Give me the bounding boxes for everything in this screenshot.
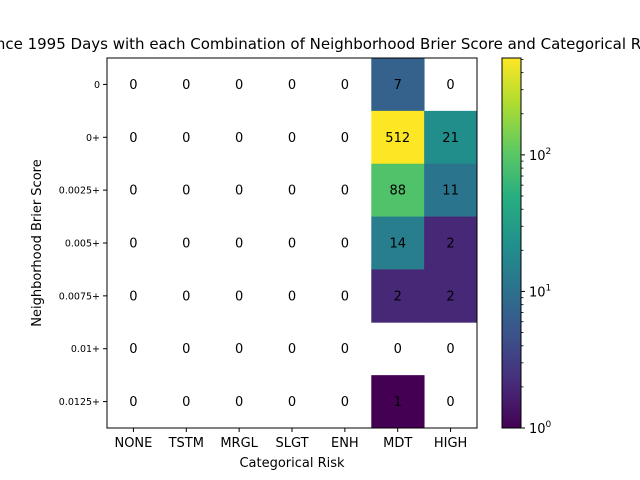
cell-value-label: 0 bbox=[341, 78, 349, 93]
cell-value-label: 0 bbox=[394, 342, 402, 357]
heatmap-cell bbox=[424, 269, 478, 323]
cell-value-label: 0 bbox=[235, 78, 243, 93]
cell-value-label: 2 bbox=[446, 289, 454, 304]
colorbar-ticks: 100 101 102 bbox=[521, 59, 552, 437]
cell-value-label: 0 bbox=[182, 78, 190, 93]
y-tick-label: 0 bbox=[94, 80, 100, 91]
y-tick-label: 0.005+ bbox=[65, 239, 100, 250]
cell-value-label: 0 bbox=[288, 78, 296, 93]
heatmap-cell bbox=[371, 58, 425, 112]
heatmap-cell bbox=[424, 110, 478, 165]
cell-value-label: 2 bbox=[446, 237, 454, 252]
cell-value-label: 0 bbox=[182, 289, 190, 304]
y-axis: 0 0+ 0.0025+ 0.005+ 0.0075+ 0.01+ 0.0125+ bbox=[59, 80, 107, 408]
cell-value-label: 0 bbox=[288, 184, 296, 199]
cell-value-label: 0 bbox=[288, 131, 296, 146]
cell-value-label: 0 bbox=[182, 237, 190, 252]
cell-value-label: 0 bbox=[129, 395, 137, 410]
cell-value-label: 0 bbox=[341, 184, 349, 199]
cell-value-label: 0 bbox=[235, 184, 243, 199]
cell-value-label: 0 bbox=[129, 184, 137, 199]
cell-value-label: 21 bbox=[442, 131, 459, 146]
heatmap-cell bbox=[371, 216, 425, 270]
cell-value-label: 7 bbox=[394, 78, 402, 93]
cell-value-label: 0 bbox=[182, 131, 190, 146]
cell-value-label: 0 bbox=[288, 289, 296, 304]
cell-value-label: 0 bbox=[182, 342, 190, 357]
cell-value-label: 0 bbox=[129, 237, 137, 252]
x-tick-label: ENH bbox=[331, 436, 359, 451]
heatmap-cell bbox=[371, 163, 425, 217]
colorbar-gradient bbox=[502, 58, 521, 428]
y-tick-label: 0.0025+ bbox=[59, 186, 100, 197]
cell-value-label: 0 bbox=[129, 78, 137, 93]
colorbar-tick-label: 100 bbox=[529, 420, 552, 437]
x-tick-label: NONE bbox=[114, 436, 152, 451]
cell-value-label: 0 bbox=[235, 131, 243, 146]
x-tick-label: TSTM bbox=[168, 436, 204, 451]
heatmap-cell bbox=[371, 269, 425, 323]
colorbar-tick-label: 102 bbox=[529, 147, 551, 164]
heatmap-cells bbox=[371, 58, 478, 429]
cell-value-label: 11 bbox=[442, 184, 459, 199]
colorbar-tick-label: 101 bbox=[529, 283, 551, 300]
cell-value-label: 0 bbox=[341, 237, 349, 252]
y-tick-label: 0.01+ bbox=[71, 344, 100, 355]
x-tick-label: SLGT bbox=[275, 436, 308, 451]
y-tick-label: 0.0075+ bbox=[59, 291, 100, 302]
cell-value-label: 0 bbox=[288, 237, 296, 252]
cell-value-label: 2 bbox=[394, 289, 402, 304]
x-axis: NONE TSTM MRGL SLGT ENH MDT HIGH bbox=[114, 428, 467, 451]
heatmap-cell bbox=[424, 216, 478, 270]
cell-value-label: 14 bbox=[389, 237, 406, 252]
heatmap-cell bbox=[371, 375, 425, 429]
cell-value-label: 0 bbox=[341, 289, 349, 304]
cell-value-label: 0 bbox=[235, 395, 243, 410]
cell-value-label: 0 bbox=[341, 131, 349, 146]
heatmap-cell bbox=[424, 163, 478, 217]
cell-value-label: 0 bbox=[129, 289, 137, 304]
cell-value-label: 0 bbox=[288, 395, 296, 410]
x-tick-label: MRGL bbox=[220, 436, 258, 451]
cell-value-label: 0 bbox=[235, 289, 243, 304]
cell-value-label: 0 bbox=[129, 342, 137, 357]
cell-value-label: 0 bbox=[235, 237, 243, 252]
heatmap-cell bbox=[371, 110, 425, 165]
y-tick-label: 0.0125+ bbox=[59, 397, 100, 408]
y-axis-label: Neighborhood Brier Score bbox=[30, 159, 45, 326]
cell-value-label: 0 bbox=[446, 342, 454, 357]
x-tick-label: HIGH bbox=[434, 436, 467, 451]
cell-value-label: 0 bbox=[182, 395, 190, 410]
heatmap-cell-labels: 0 0 0 0 0 7 00 0 0 0 0 512 210 0 0 0 0 88 110 0 0 0 0 14 20 0 0 0 0 2… bbox=[129, 78, 459, 410]
chart-title: Since 1995 Days with each Combination of… bbox=[0, 35, 640, 53]
cell-value-label: 0 bbox=[129, 131, 137, 146]
cell-value-label: 0 bbox=[182, 184, 190, 199]
x-axis-label: Categorical Risk bbox=[239, 456, 345, 471]
x-tick-label: MDT bbox=[383, 436, 412, 451]
cell-value-label: 0 bbox=[288, 342, 296, 357]
cell-value-label: 0 bbox=[446, 78, 454, 93]
cell-value-label: 512 bbox=[385, 131, 410, 146]
cell-value-label: 0 bbox=[341, 395, 349, 410]
cell-value-label: 0 bbox=[446, 395, 454, 410]
cell-value-label: 1 bbox=[394, 395, 402, 410]
cell-value-label: 0 bbox=[235, 342, 243, 357]
cell-value-label: 0 bbox=[341, 342, 349, 357]
colorbar: 100 101 102 bbox=[501, 57, 552, 437]
colorbar-frame bbox=[501, 57, 522, 429]
y-tick-label: 0+ bbox=[86, 133, 100, 144]
cell-value-label: 88 bbox=[389, 184, 406, 199]
